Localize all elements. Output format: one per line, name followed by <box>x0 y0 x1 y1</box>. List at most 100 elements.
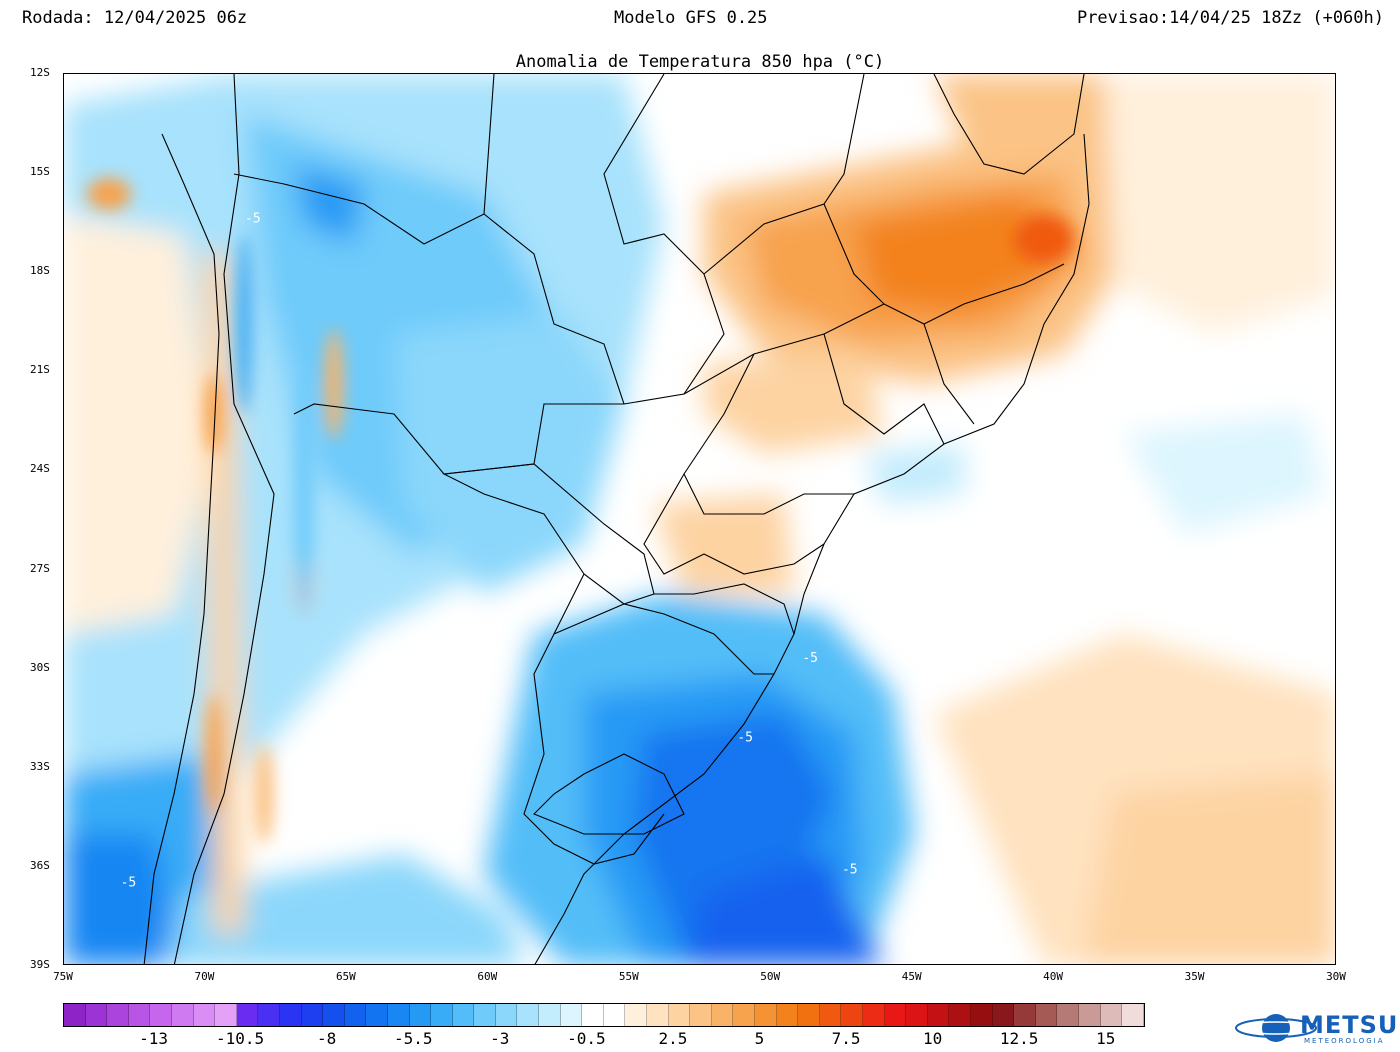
colorbar-swatch <box>495 1004 518 1026</box>
colorbar-swatch <box>970 1004 993 1026</box>
colorbar-swatch <box>582 1004 604 1026</box>
contour-label: -5 <box>245 212 261 227</box>
colorbar-swatch <box>841 1004 863 1026</box>
run-label: Rodada: 12/04/2025 06z <box>22 8 248 28</box>
colorbar-label: 15 <box>1096 1029 1116 1048</box>
contour-label: -5 <box>737 730 753 745</box>
colorbar-swatch <box>992 1004 1015 1026</box>
lat-label: 18S <box>30 264 50 278</box>
country-borders <box>143 74 1090 964</box>
colorbar-swatch <box>474 1004 496 1026</box>
lon-label: 30W <box>1326 970 1346 983</box>
contour-label: -5 <box>121 876 137 891</box>
colorbar-swatch <box>128 1004 151 1026</box>
colorbar-swatch <box>798 1004 820 1026</box>
colorbar-label: 10 <box>922 1029 943 1048</box>
colorbar-label: -3 <box>490 1029 510 1048</box>
colorbar-swatch <box>690 1004 712 1026</box>
colorbar-label: -13 <box>139 1029 168 1048</box>
contour-label: -5 <box>842 862 858 877</box>
metsul-globe-icon <box>1235 1014 1317 1042</box>
logo-subtitle: METEOROLOGIA <box>1304 1037 1385 1045</box>
colorbar-swatch <box>560 1004 583 1026</box>
forecast-label: Previsao:14/04/25 18Zz (+060h) <box>1076 8 1384 28</box>
lon-label: 55W <box>618 970 639 983</box>
lon-label: 60W <box>477 970 498 983</box>
lat-label: 21S <box>30 363 50 377</box>
colorbar-swatch <box>215 1004 237 1026</box>
colorbar-swatch <box>193 1004 216 1026</box>
logo-name: METSUL <box>1300 1011 1400 1039</box>
lon-label: 35W <box>1184 970 1205 983</box>
lat-label: 39S <box>30 958 50 971</box>
colorbar-label: -0.5 <box>567 1029 606 1048</box>
colorbar-swatch <box>301 1004 324 1026</box>
colorbar-swatch <box>431 1004 453 1026</box>
colorbar-swatch <box>107 1004 129 1026</box>
colorbar-swatch <box>279 1004 302 1026</box>
colorbar-swatch <box>171 1004 194 1026</box>
colorbar-swatch <box>1100 1004 1123 1026</box>
colorbar-swatch <box>539 1004 561 1026</box>
anomaly-detail <box>87 178 1074 844</box>
colorbar-swatch <box>733 1004 755 1026</box>
colorbar-label: 7.5 <box>831 1029 861 1048</box>
colorbar-swatch <box>755 1004 777 1026</box>
map-frame: -5 -5 -5 -5 -5 <box>63 73 1336 965</box>
colorbar-swatch <box>625 1004 648 1026</box>
colorbar-swatch <box>323 1004 345 1026</box>
lat-label: 12S <box>30 66 50 79</box>
colorbar-swatch <box>668 1004 691 1026</box>
colorbar-swatch <box>1035 1004 1058 1026</box>
lon-label: 40W <box>1043 970 1064 983</box>
colorbar-label: 2.5 <box>658 1029 688 1048</box>
contour-labels: -5 -5 -5 -5 -5 <box>121 212 858 891</box>
colorbar-swatch <box>150 1004 172 1026</box>
map-title: Anomalia de Temperatura 850 hpa (°C) <box>515 52 885 72</box>
colorbar-swatch <box>1122 1004 1144 1026</box>
colorbar-swatch <box>344 1004 367 1026</box>
model-label: Modelo GFS 0.25 <box>614 8 768 28</box>
colorbar-swatch <box>647 1004 669 1026</box>
colorbar-swatch <box>64 1004 86 1026</box>
lon-label: 45W <box>901 970 922 983</box>
colorbar-swatch <box>819 1004 842 1026</box>
colorbar-swatch <box>517 1004 540 1026</box>
colorbar-swatch <box>1057 1004 1079 1026</box>
colorbar-swatch <box>236 1004 259 1026</box>
colorbar-label: -8 <box>317 1029 337 1048</box>
colorbar-swatch <box>1014 1004 1036 1026</box>
lat-label: 36S <box>30 858 50 872</box>
colorbar-label: -10.5 <box>216 1029 265 1048</box>
colorbar-swatch <box>711 1004 734 1026</box>
colorbar-swatch <box>862 1004 885 1026</box>
colorbar-swatch <box>409 1004 432 1026</box>
contour-label: -5 <box>802 651 818 666</box>
lon-label: 70W <box>194 970 215 983</box>
colorbar-label: 5 <box>754 1029 765 1048</box>
colorbar-swatch <box>927 1004 950 1026</box>
lat-label: 30S <box>30 660 50 674</box>
anomaly-map: -5 -5 -5 -5 -5 <box>64 74 1335 964</box>
colorbar-swatch <box>776 1004 799 1026</box>
lat-label: 15S <box>30 165 50 179</box>
lat-label: 33S <box>30 759 50 773</box>
colorbar-swatch <box>85 1004 108 1026</box>
colorbar-swatch <box>603 1004 626 1026</box>
colorbar-label: 12.5 <box>999 1029 1039 1048</box>
colorbar-swatch <box>452 1004 475 1026</box>
colorbar-label: -5.5 <box>393 1029 433 1048</box>
colorbar-swatch <box>1078 1004 1101 1026</box>
colorbar-swatch <box>366 1004 388 1026</box>
colorbar <box>63 1003 1145 1027</box>
lon-label: 75W <box>53 970 73 983</box>
colorbar-swatch <box>258 1004 280 1026</box>
lat-label: 27S <box>30 561 50 575</box>
lon-label: 65W <box>335 970 356 983</box>
lon-label: 50W <box>760 970 781 983</box>
colorbar-swatch <box>387 1004 410 1026</box>
colorbar-swatch <box>884 1004 907 1026</box>
colorbar-swatch <box>906 1004 928 1026</box>
colorbar-swatch <box>949 1004 971 1026</box>
lat-label: 24S <box>30 462 50 476</box>
